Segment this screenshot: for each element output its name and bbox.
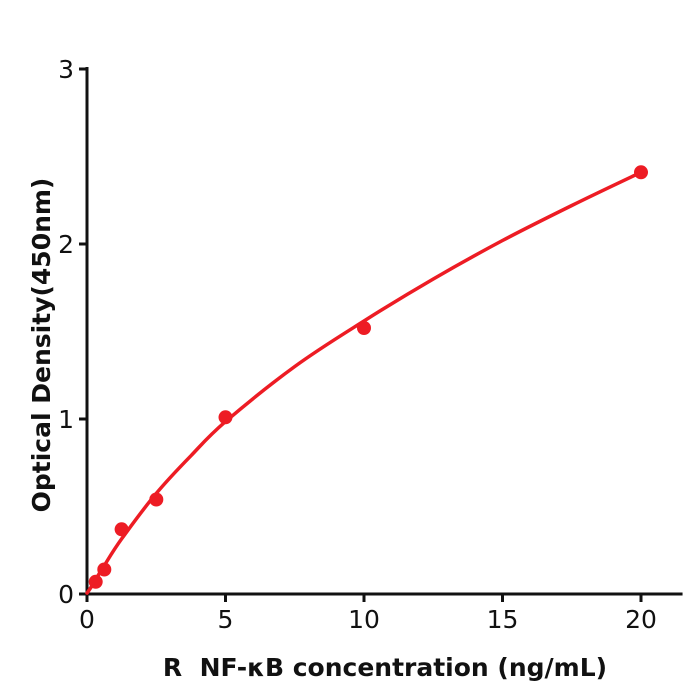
x-tick-label: 15	[487, 605, 519, 634]
axes: 0 1 2 3 0 5 10 15 20	[58, 55, 683, 634]
y-tick-label: 1	[58, 405, 74, 434]
y-tick-label: 2	[58, 230, 74, 259]
y-axis-title: Optical Density(450nm)	[27, 178, 56, 513]
x-axis-title: R NF-κB concentration (ng/mL)	[163, 653, 607, 682]
y-tick-label: 3	[58, 55, 74, 84]
fit-curve	[85, 170, 643, 595]
x-tick-label: 10	[348, 605, 380, 634]
x-tick-label: 20	[625, 605, 657, 634]
y-tick-label: 0	[58, 580, 74, 609]
x-tick-label: 5	[218, 605, 234, 634]
plot-series	[85, 165, 648, 595]
x-tick-label: 0	[79, 605, 95, 634]
